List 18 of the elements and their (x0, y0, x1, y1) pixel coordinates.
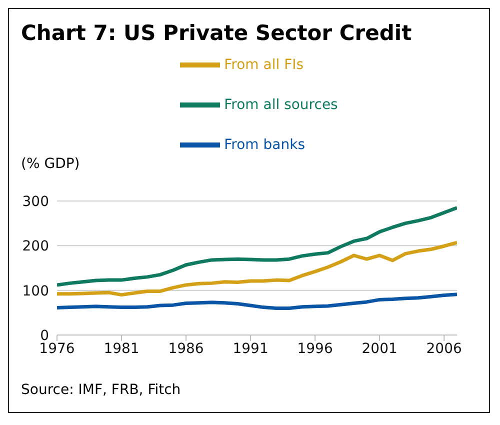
y-tick-label: 200 (22, 238, 49, 255)
x-tick-label: 1991 (232, 340, 268, 357)
source-note: Source: IMF, FRB, Fitch (21, 382, 181, 398)
legend-label: From all sources (224, 96, 338, 113)
legend-label: From banks (224, 136, 306, 153)
x-tick-label: 1996 (297, 340, 333, 357)
x-tick-label: 2006 (426, 340, 462, 357)
x-tick-label: 2001 (362, 340, 398, 357)
line-series (57, 240, 457, 297)
line-series (57, 292, 457, 310)
line-series (57, 206, 457, 287)
chart-title: Chart 7: US Private Sector Credit (20, 20, 413, 45)
y-axis-title: (% GDP) (21, 156, 80, 172)
x-tick-label: 1986 (168, 340, 204, 357)
y-tick-label: 300 (22, 194, 49, 210)
y-tick-label: 100 (22, 283, 49, 300)
x-tick-label: 1981 (104, 340, 140, 357)
legend-label: From all FIs (224, 56, 304, 73)
